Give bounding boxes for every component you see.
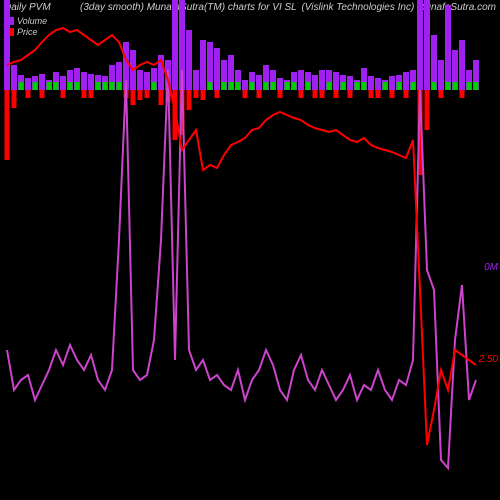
change-bar (250, 82, 255, 90)
change-bar (432, 82, 437, 90)
volume-bar (11, 65, 17, 90)
volume-bar (172, 0, 178, 90)
change-bar (138, 90, 143, 100)
volume-bar (319, 70, 325, 90)
price-volume-chart (0, 0, 500, 500)
change-bar (257, 90, 262, 98)
volume-bar (298, 70, 304, 90)
volume-bar (242, 80, 248, 90)
change-bar (117, 82, 122, 90)
change-bar (383, 82, 388, 90)
volume-bar (4, 0, 10, 90)
change-bar (47, 82, 52, 90)
change-bar (292, 82, 297, 90)
volume-bar (347, 76, 353, 90)
change-bar (208, 82, 213, 90)
change-bar (411, 82, 416, 90)
change-bar (285, 82, 290, 90)
change-bar (236, 82, 241, 90)
volume-bar (25, 78, 31, 90)
change-bar (54, 82, 59, 90)
axis-label-price: 2.50 (479, 354, 498, 365)
volume-bar (277, 78, 283, 90)
change-bar (152, 82, 157, 90)
change-bar (474, 82, 479, 90)
change-bar (159, 90, 164, 105)
volume-bar (431, 35, 437, 90)
change-bar (33, 82, 38, 90)
change-bar (110, 82, 115, 90)
volume-bar (368, 76, 374, 90)
change-bar (264, 82, 269, 90)
volume-bar (256, 75, 262, 90)
change-bar (467, 82, 472, 90)
change-bar (334, 90, 339, 98)
volume-bar (333, 72, 339, 90)
change-bar (68, 82, 73, 90)
volume-bar (389, 76, 395, 90)
change-bar (390, 90, 395, 98)
change-bar (222, 82, 227, 90)
change-bar (460, 90, 465, 98)
change-bar (96, 82, 101, 90)
change-bar (243, 90, 248, 98)
change-bar (215, 90, 220, 98)
change-bar (355, 82, 360, 90)
volume-bar (88, 74, 94, 90)
change-bar (327, 82, 332, 90)
change-bar (397, 82, 402, 90)
change-bar (369, 90, 374, 98)
change-bar (103, 82, 108, 90)
change-bar (439, 90, 444, 98)
change-bar (75, 82, 80, 90)
volume-bar (445, 5, 451, 90)
change-bar (271, 82, 276, 90)
change-bar (201, 90, 206, 100)
change-bar (425, 90, 430, 130)
volume-bar (312, 75, 318, 90)
volume-bar (186, 30, 192, 90)
change-bar (12, 90, 17, 108)
change-bar (194, 90, 199, 98)
change-bar (299, 90, 304, 98)
volume-bar (375, 78, 381, 90)
change-bar (187, 90, 192, 110)
axis-label-volume: 0M (484, 262, 498, 273)
volume-line (7, 70, 476, 468)
volume-bar (459, 40, 465, 90)
change-bar (306, 82, 311, 90)
change-bar (404, 90, 409, 98)
change-bar (145, 90, 150, 98)
change-bar (19, 82, 24, 90)
volume-bar (214, 48, 220, 90)
change-bar (5, 90, 10, 160)
volume-bar (417, 0, 423, 90)
volume-bar (39, 74, 45, 90)
change-bar (313, 90, 318, 98)
change-bar (61, 90, 66, 98)
volume-bar (403, 72, 409, 90)
change-bar (229, 82, 234, 90)
volume-bar (193, 70, 199, 90)
change-bar (362, 82, 367, 90)
change-bar (453, 82, 458, 90)
change-bar (341, 82, 346, 90)
change-bar (376, 90, 381, 98)
change-bar (320, 90, 325, 98)
change-bar (278, 90, 283, 98)
change-bar (131, 90, 136, 105)
change-bar (446, 82, 451, 90)
volume-bar (137, 70, 143, 90)
volume-bar (200, 40, 206, 90)
change-bar (348, 90, 353, 98)
volume-bar (144, 72, 150, 90)
change-bar (89, 90, 94, 98)
volume-bar (81, 72, 87, 90)
change-bar (82, 90, 87, 98)
change-bar (26, 90, 31, 98)
volume-bar (438, 60, 444, 90)
change-bar (40, 90, 45, 98)
volume-bar (424, 0, 430, 90)
volume-bar (60, 76, 66, 90)
